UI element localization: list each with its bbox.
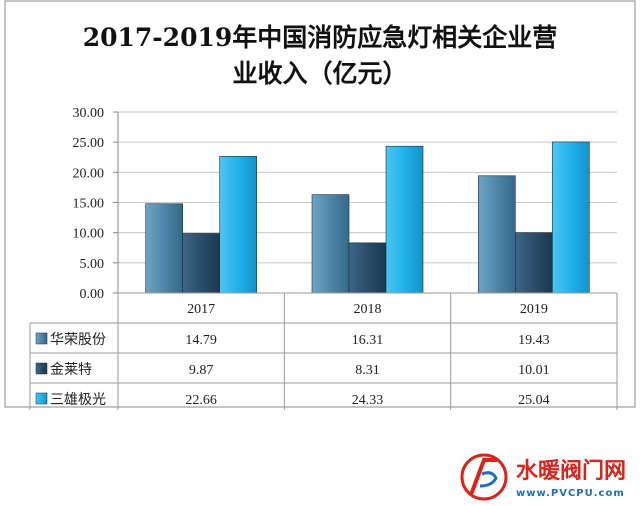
- watermark-emblem-icon: [460, 453, 508, 501]
- series-name: 三雄极光: [50, 392, 106, 408]
- data-label: 14.79: [185, 333, 217, 348]
- x-category-label: 2017: [187, 302, 215, 317]
- data-table: 2017 2018 2019 华荣股份 14.79 16.31 19.43 金莱特 9.87 8.…: [29, 292, 618, 414]
- bar-华荣股份-2019: [478, 175, 516, 294]
- data-label: 19.43: [518, 333, 550, 348]
- data-label: 10.01: [518, 363, 550, 378]
- bar-三雄极光-2017: [219, 155, 257, 294]
- data-label: 9.87: [189, 363, 214, 378]
- legend-swatch: [35, 332, 48, 345]
- data-label: 25.04: [518, 393, 550, 408]
- watermark-url: www.PVCPU.com: [516, 488, 625, 499]
- watermark-brand: 水暖阀门网: [516, 458, 626, 484]
- x-category-label: 2019: [520, 302, 548, 317]
- y-tick-label: 15.00: [73, 197, 105, 212]
- bars: [145, 141, 590, 294]
- y-tick-label: 20.00: [73, 166, 105, 181]
- bar-三雄极光-2019: [552, 141, 590, 294]
- bar-华荣股份-2018: [311, 194, 350, 294]
- y-tick-label: 10.00: [73, 227, 105, 242]
- data-label: 24.33: [352, 393, 384, 408]
- chart-svg: 2017-2019年中国消防应急灯相关企业营 业收入（亿元） 0.00 5.00 1…: [4, 0, 636, 414]
- y-axis-ticks: 0.00 5.00 10.00 15.00 20.00 25.00 30.00: [73, 106, 119, 302]
- series-name: 华荣股份: [50, 332, 106, 348]
- y-tick-label: 25.00: [73, 136, 105, 151]
- bar-华荣股份-2017: [145, 203, 183, 294]
- data-label: 16.31: [352, 333, 384, 348]
- chart-title-line-2: 业收入（亿元）: [232, 59, 407, 88]
- y-tick-label: 0.00: [80, 287, 105, 302]
- bar-三雄极光-2018: [385, 145, 424, 294]
- y-tick-label: 5.00: [80, 257, 105, 272]
- bar-金莱特-2017: [182, 233, 220, 294]
- bar-金莱特-2018: [348, 242, 387, 294]
- bar-金莱特-2019: [515, 232, 553, 294]
- chart-title-line-1: 2017-2019年中国消防应急灯相关企业营: [83, 23, 558, 52]
- data-label: 22.66: [185, 393, 217, 408]
- series-name: 金莱特: [50, 362, 92, 378]
- x-category-label: 2018: [354, 302, 382, 317]
- watermark-logo: 水暖阀门网 www.PVCPU.com: [460, 453, 626, 501]
- data-label: 8.31: [355, 363, 380, 378]
- legend-swatch: [35, 392, 48, 405]
- y-tick-label: 30.00: [73, 106, 105, 121]
- legend-swatch: [35, 362, 48, 375]
- chart-border: [4, 0, 636, 408]
- chart-frame: 2017-2019年中国消防应急灯相关企业营 业收入（亿元） 0.00 5.00 1…: [4, 0, 636, 414]
